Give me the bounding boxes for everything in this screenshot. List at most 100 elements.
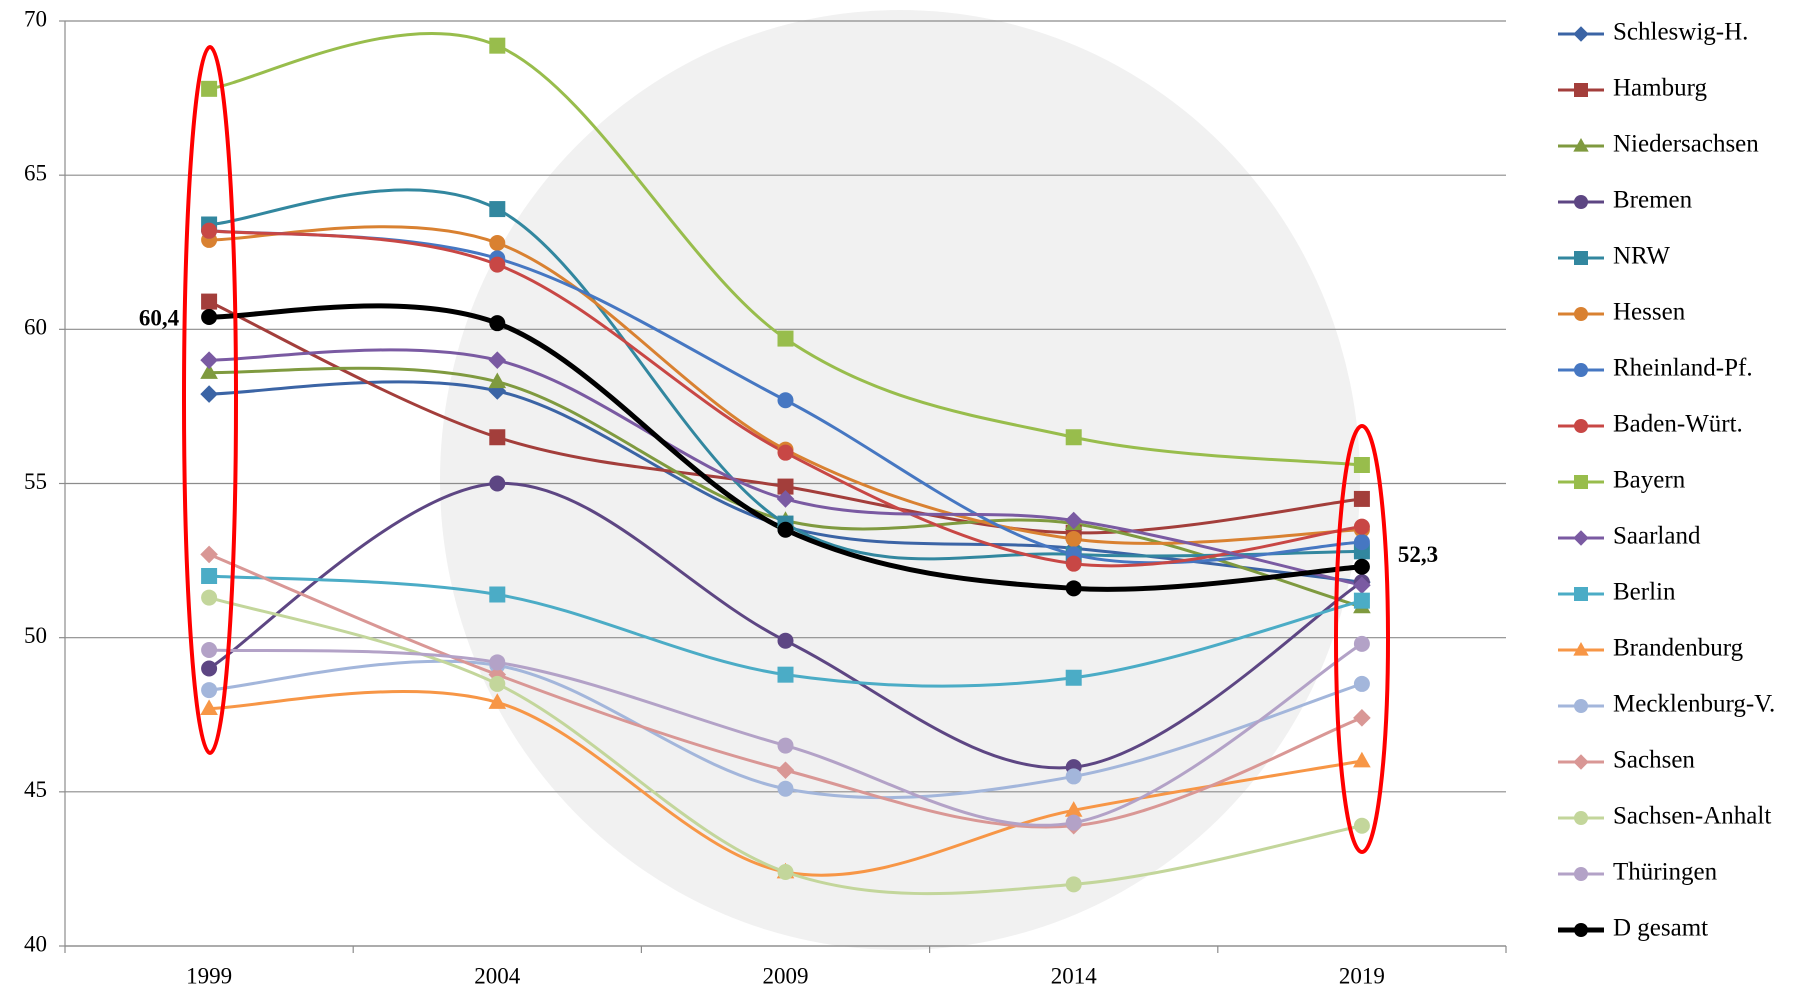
legend-label: Berlin — [1613, 579, 1676, 606]
marker — [489, 654, 506, 671]
marker — [1065, 429, 1082, 446]
background-figure — [440, 10, 1360, 950]
marker — [777, 444, 794, 461]
data-label: 60,4 — [139, 305, 180, 330]
marker — [201, 222, 218, 239]
marker — [201, 568, 218, 584]
marker — [489, 201, 506, 218]
marker — [489, 675, 506, 692]
highlight-ellipse — [182, 45, 238, 755]
marker — [1353, 817, 1370, 834]
y-tick-label: 40 — [24, 931, 47, 956]
marker — [777, 666, 794, 683]
marker — [1353, 534, 1370, 551]
marker — [1065, 531, 1082, 547]
x-tick-label: 1999 — [186, 963, 232, 988]
marker — [1574, 83, 1588, 97]
marker — [1065, 814, 1082, 831]
background — [440, 10, 1360, 950]
marker — [200, 385, 218, 403]
marker — [488, 693, 507, 709]
legend-label: Schleswig-H. — [1613, 19, 1748, 46]
marker — [776, 490, 795, 508]
marker — [1353, 576, 1371, 595]
marker — [489, 475, 506, 492]
marker — [1573, 754, 1589, 770]
marker — [489, 429, 506, 446]
legend-label: Bremen — [1613, 187, 1693, 214]
marker — [1574, 363, 1588, 377]
marker — [201, 309, 218, 325]
marker — [1573, 641, 1589, 656]
legend-label: Niedersachsen — [1613, 131, 1759, 158]
marker — [1573, 530, 1589, 546]
y-tick-label: 60 — [24, 315, 47, 340]
marker — [201, 682, 218, 699]
legend-label: D gesamt — [1613, 915, 1708, 942]
marker — [489, 586, 506, 603]
marker — [1574, 587, 1588, 601]
marker — [1574, 811, 1588, 825]
y-tick-label: 55 — [24, 469, 47, 494]
marker — [1065, 555, 1082, 572]
marker — [1353, 709, 1371, 727]
marker — [200, 363, 218, 379]
legend-label: NRW — [1613, 243, 1670, 270]
marker — [200, 351, 218, 369]
marker — [1353, 518, 1370, 535]
legend-label: Brandenburg — [1613, 635, 1744, 662]
legend-label: Sachsen — [1613, 747, 1695, 774]
marker — [1574, 419, 1588, 433]
marker — [1353, 751, 1371, 768]
highlight-ellipse — [1334, 424, 1390, 854]
marker — [489, 256, 506, 273]
legend-label: Hamburg — [1613, 75, 1707, 102]
marker — [776, 761, 795, 780]
data-label: 52,3 — [1398, 542, 1438, 567]
marker — [489, 235, 506, 251]
marker — [201, 660, 218, 677]
marker — [1574, 475, 1588, 489]
x-tick-label: 2019 — [1339, 963, 1385, 988]
marker — [777, 330, 794, 347]
marker — [1064, 801, 1083, 817]
marker — [1353, 457, 1370, 473]
marker — [1065, 669, 1082, 686]
legend-label: Bayern — [1613, 467, 1686, 494]
marker — [488, 372, 507, 389]
marker — [1353, 592, 1370, 609]
legend-label: Mecklenburg-V. — [1613, 691, 1775, 718]
marker — [201, 589, 218, 606]
marker — [1574, 699, 1588, 713]
marker — [1573, 137, 1589, 152]
marker — [777, 864, 794, 880]
marker — [1574, 867, 1588, 881]
marker — [777, 521, 794, 538]
legend-label: Saarland — [1613, 523, 1701, 550]
markers: 60,4 52,3 — [139, 37, 1438, 893]
marker — [200, 699, 218, 715]
marker — [1064, 511, 1083, 530]
marker — [201, 642, 218, 658]
series-line — [209, 188, 1362, 561]
marker — [1574, 307, 1588, 321]
x-tick-label: 2004 — [474, 963, 521, 988]
marker — [489, 315, 506, 332]
marker — [777, 632, 794, 649]
marker — [1573, 26, 1589, 42]
marker — [777, 392, 794, 409]
legend-label: Rheinland-Pf. — [1613, 355, 1753, 382]
y-tick-label: 50 — [24, 623, 47, 648]
marker — [1574, 923, 1588, 937]
legend-label: Thüringen — [1613, 859, 1718, 886]
marker — [489, 37, 506, 54]
marker — [201, 80, 218, 97]
marker — [200, 545, 218, 564]
marker — [777, 478, 794, 495]
marker — [201, 293, 218, 310]
marker — [1065, 580, 1082, 597]
marker — [488, 351, 507, 369]
marker — [777, 780, 794, 797]
legend: Schleswig-H. Hamburg Niedersachsen Bremen NR… — [1558, 19, 1775, 942]
